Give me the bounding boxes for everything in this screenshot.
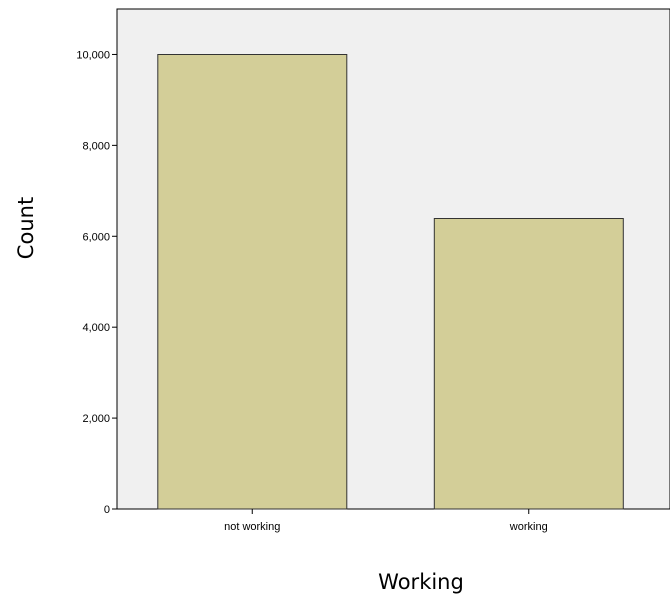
y-tick-label: 4,000 [82,322,110,334]
bar-not-working [157,54,348,510]
bar-working [433,218,624,510]
y-tick-label: 2,000 [82,413,110,425]
x-axis: not working working [224,509,548,533]
x-tick-label: not working [224,521,280,533]
x-axis-title: Working [378,570,464,594]
y-axis: 0 2,000 4,000 6,000 8,000 10,000 [76,49,117,516]
x-tick-label: working [509,521,548,533]
y-axis-title: Count [14,197,38,259]
y-tick-label: 0 [104,504,110,516]
y-tick-label: 6,000 [82,231,110,243]
y-tick-label: 8,000 [82,140,110,152]
y-tick-label: 10,000 [76,49,110,61]
